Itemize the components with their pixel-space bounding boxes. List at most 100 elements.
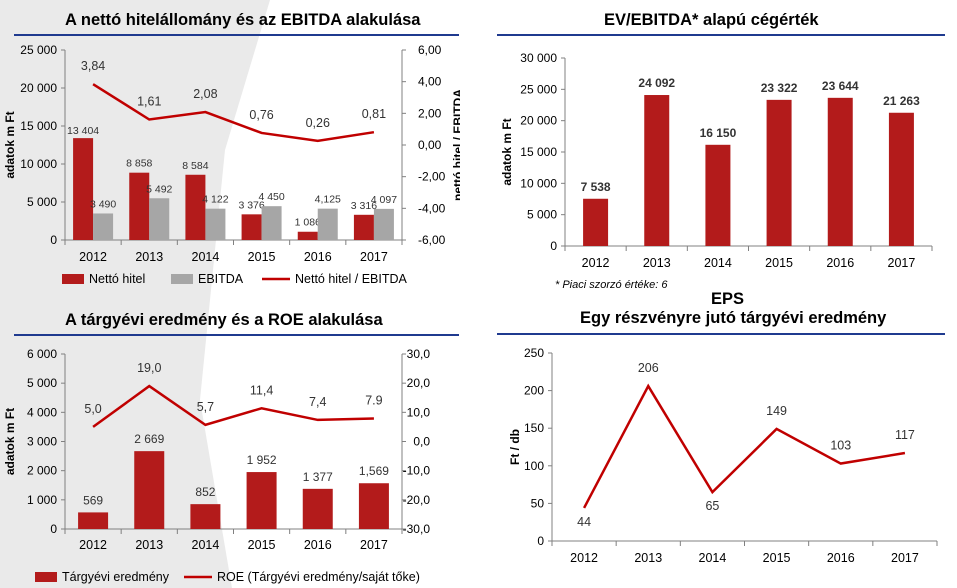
y2-tick-label: -30,0 [403, 522, 431, 536]
x-tick-label: 2013 [634, 551, 662, 565]
data-label: 7 538 [581, 180, 611, 194]
line-data-label: 0,81 [362, 107, 386, 121]
data-label: 8 584 [182, 160, 208, 172]
line-data-label: 19,0 [137, 361, 161, 375]
footnote: * Piaci szorzó értéke: 6 [555, 279, 668, 291]
x-tick-label: 2015 [763, 551, 791, 565]
data-label: 23 644 [822, 79, 859, 93]
y2-tick-label: -4,00 [418, 201, 446, 215]
x-tick-label: 2016 [304, 250, 332, 264]
x-tick-label: 2015 [248, 250, 276, 264]
y2-axis-label: nettó hitel / EBITDA [451, 89, 460, 201]
y-tick-label: 50 [531, 496, 545, 510]
x-tick-label: 2014 [192, 538, 220, 552]
bar [827, 97, 853, 246]
y-tick-label: 0 [550, 239, 557, 253]
y2-tick-label: -6,00 [418, 233, 446, 247]
bar [317, 208, 338, 240]
y-tick-label: 5 000 [27, 376, 57, 390]
line-data-label: 5,0 [84, 402, 101, 416]
x-tick-label: 2017 [891, 551, 919, 565]
y2-tick-label: 30,0 [407, 347, 431, 361]
data-label: 21 263 [883, 94, 920, 108]
data-label: 2 669 [134, 432, 164, 446]
x-tick-label: 2014 [704, 256, 732, 270]
data-label: 4 450 [258, 191, 284, 203]
bar [888, 112, 914, 247]
y-tick-label: 0 [50, 233, 57, 247]
line-data-label: 1,61 [137, 95, 161, 109]
legend-label: Nettó hitel [89, 272, 145, 286]
bar [185, 174, 206, 240]
data-label: 24 092 [638, 76, 675, 90]
x-tick-label: 2012 [570, 551, 598, 565]
y-tick-label: 15 000 [520, 145, 557, 159]
y2-tick-label: -20,0 [403, 493, 431, 507]
line-data-label: 206 [638, 361, 659, 375]
bar [129, 172, 150, 240]
y-tick-label: 3 000 [27, 435, 57, 449]
x-tick-label: 2012 [582, 256, 610, 270]
data-label: 3 490 [90, 198, 116, 210]
line-data-label: 117 [895, 428, 915, 442]
y-tick-label: 2 000 [27, 464, 57, 478]
x-tick-label: 2014 [699, 551, 727, 565]
data-label: 569 [83, 493, 103, 507]
bar [246, 472, 277, 529]
legend-label: Tárgyévi eredmény [62, 570, 170, 584]
bar [241, 214, 262, 240]
chart2-svg: 0 5 000 10 000 15 000 20 000 25 000 30 000 2012… [500, 51, 933, 291]
data-label: 4 097 [371, 194, 397, 206]
chart4-svg: 0 50 100 150 200 250 2012 2013 2014 2015 2016 2017 F… [508, 346, 938, 565]
x-tick-label: 2012 [79, 250, 107, 264]
x-tick-label: 2012 [79, 538, 107, 552]
bar [261, 206, 282, 240]
y-tick-label: 5 000 [527, 208, 557, 222]
legend-label: ROE (Tárgyévi eredmény/saját tőke) [217, 570, 420, 584]
bar [302, 488, 333, 529]
line-data-label: 149 [766, 404, 787, 418]
bar [705, 144, 731, 246]
chart4-supertitle: EPS [711, 290, 745, 308]
y-tick-label: 10 000 [20, 157, 57, 171]
data-label: 1,569 [359, 464, 389, 478]
y2-tick-label: 0,00 [418, 138, 442, 152]
data-label: 3 376 [238, 199, 264, 211]
bar [205, 208, 226, 240]
data-label: 8 858 [126, 158, 152, 170]
y-tick-label: 100 [524, 459, 544, 473]
y2-tick-label: -10,0 [403, 464, 431, 478]
bar [134, 451, 165, 529]
y-axis-label: Ft / db [508, 429, 522, 465]
y2-tick-label: 4,00 [418, 75, 442, 89]
data-label: 4 122 [202, 194, 228, 206]
y-tick-label: 200 [524, 384, 544, 398]
bar [766, 99, 792, 246]
series-line [92, 83, 375, 143]
y-tick-label: 0 [537, 534, 544, 548]
y2-tick-label: -2,00 [418, 170, 446, 184]
legend-label: EBITDA [198, 272, 244, 286]
bar [583, 198, 609, 246]
y-tick-label: 15 000 [20, 119, 57, 133]
bar [644, 95, 670, 246]
x-tick-label: 2017 [360, 538, 388, 552]
x-tick-label: 2013 [135, 538, 163, 552]
chart3-svg: 0 1 000 2 000 3 000 4 000 5 000 6 000 -30,0 -20,… [3, 347, 431, 584]
data-label: 3 316 [351, 200, 377, 212]
legend-swatch [62, 274, 84, 284]
data-label: 23 322 [761, 81, 798, 95]
bar [73, 138, 94, 240]
x-tick-label: 2016 [827, 551, 855, 565]
legend-swatch [171, 274, 193, 284]
data-label: 1 377 [303, 470, 333, 484]
y-tick-label: 0 [50, 522, 57, 536]
bar [190, 504, 221, 529]
data-label: 852 [195, 485, 215, 499]
chart4-title-rule [497, 333, 945, 335]
line-data-label: 7,4 [309, 395, 326, 409]
series-line [582, 383, 906, 509]
line-data-label: 7.9 [365, 393, 382, 407]
line-data-label: 5,7 [197, 400, 214, 414]
